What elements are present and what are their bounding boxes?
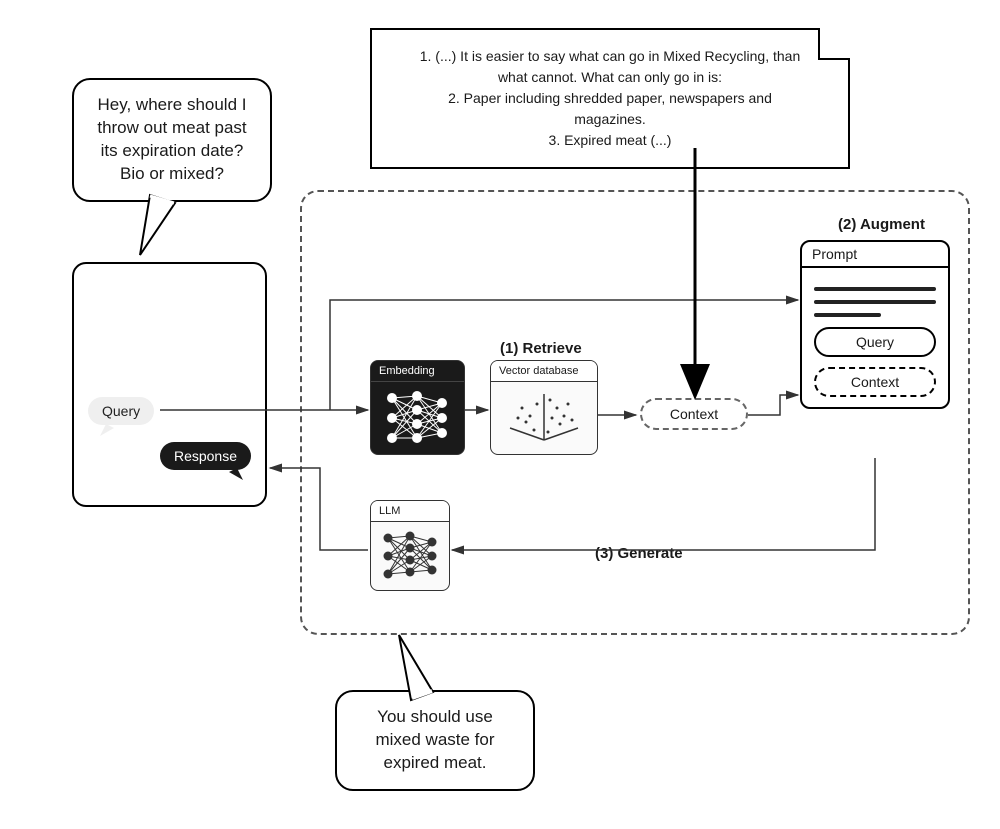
prompt-text-line [814,300,936,304]
module-llm: LLM [370,500,450,591]
document-note: 1. (...) It is easier to say what can go… [370,28,850,169]
context-node-label: Context [670,406,718,422]
query-pill: Query [88,397,154,425]
user-speech-text: Hey, where should I throw out meat past … [97,95,246,183]
response-pill: Response [160,442,251,470]
response-pill-tail-icon [229,468,243,480]
assistant-speech-bubble: You should use mixed waste for expired m… [335,690,535,791]
module-vectordb-title: Vector database [491,361,597,382]
doc-line-2: 2. Paper including shredded paper, newsp… [412,88,808,130]
llm-net-icon [371,522,449,590]
module-llm-title: LLM [371,501,449,522]
label-generate: (3) Generate [595,545,683,562]
label-augment: (2) Augment [838,216,925,233]
document-fold-icon [818,28,850,60]
prompt-slot-context-label: Context [851,374,899,390]
prompt-text-line [814,313,881,317]
prompt-slot-query: Query [814,327,936,357]
chat-box: Query Response [72,262,267,507]
label-retrieve: (1) Retrieve [500,340,582,357]
module-embedding-title: Embedding [371,361,464,382]
response-pill-label: Response [174,448,237,464]
query-pill-tail-icon [100,424,114,436]
user-speech-bubble: Hey, where should I throw out meat past … [72,78,272,202]
prompt-panel: Prompt Query Context [800,240,950,409]
prompt-text-line [814,287,936,291]
assistant-speech-text: You should use mixed waste for expired m… [375,707,494,772]
neural-net-icon [371,382,464,454]
module-embedding: Embedding [370,360,465,455]
query-pill-label: Query [102,403,140,419]
prompt-slot-context: Context [814,367,936,397]
module-vectordb: Vector database [490,360,598,455]
prompt-panel-title: Prompt [802,242,948,268]
context-node: Context [640,398,748,430]
doc-line-3: 3. Expired meat (...) [412,130,808,151]
doc-line-1: 1. (...) It is easier to say what can go… [412,46,808,88]
prompt-slot-query-label: Query [856,334,894,350]
vector-space-icon [491,382,597,454]
